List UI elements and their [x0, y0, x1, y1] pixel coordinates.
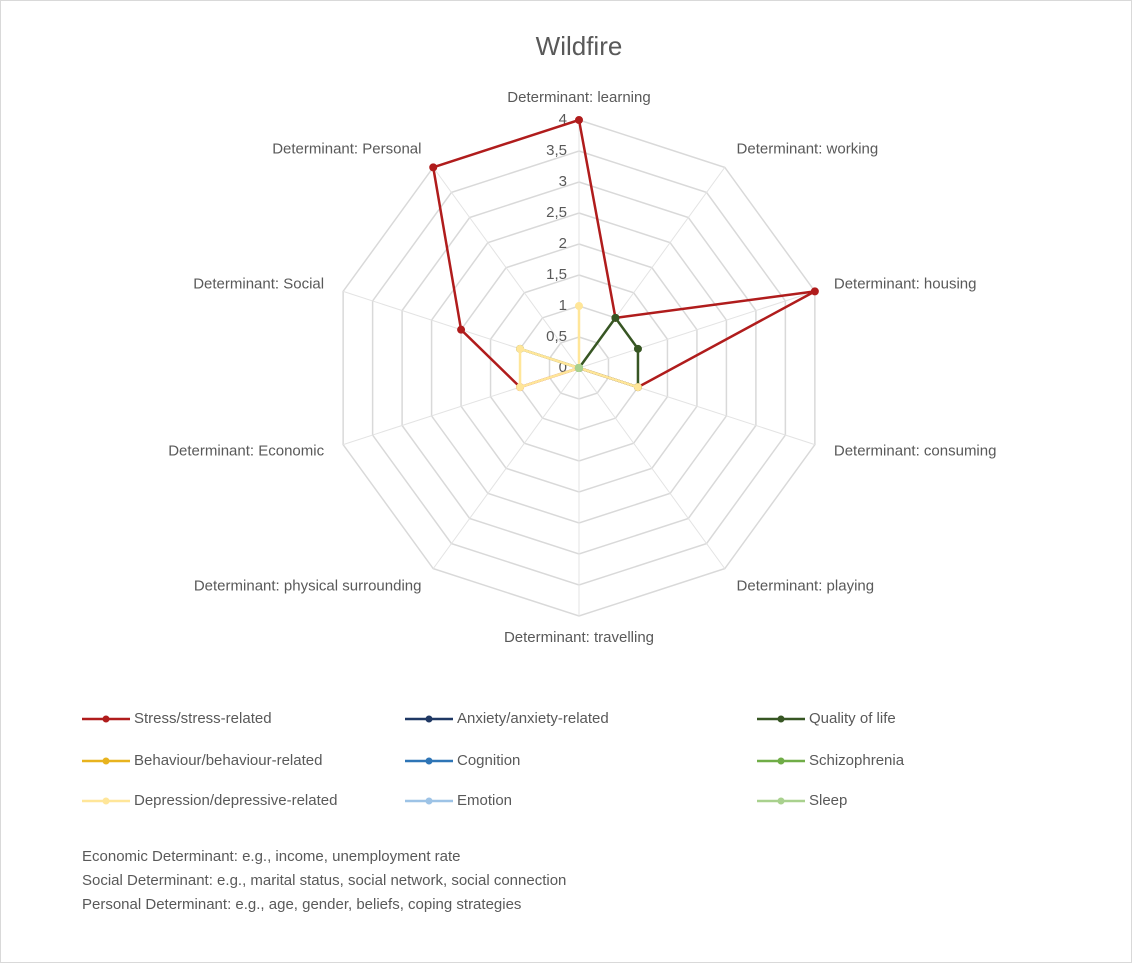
tick-label: 1,5	[546, 266, 567, 283]
series-marker	[633, 344, 642, 353]
legend-label: Emotion	[457, 792, 512, 809]
series-marker	[611, 313, 620, 322]
series-marker	[516, 383, 525, 392]
legend-label: Behaviour/behaviour-related	[134, 752, 322, 769]
legend-label: Depression/depressive-related	[134, 792, 337, 809]
tick-label: 4	[559, 111, 567, 128]
legend-marker	[102, 757, 110, 765]
tick-label: 0	[559, 359, 567, 376]
series-marker	[633, 383, 642, 392]
spoke	[578, 290, 816, 369]
note: Economic Determinant: e.g., income, unem…	[82, 848, 461, 865]
legend-marker	[777, 757, 785, 765]
legend-marker	[102, 797, 110, 805]
category-label: Determinant: learning	[507, 89, 650, 106]
spoke	[432, 167, 580, 369]
tick-label: 2	[559, 235, 567, 252]
category-label: Determinant: physical surrounding	[194, 577, 422, 594]
legend-marker	[425, 715, 433, 723]
legend-label: Anxiety/anxiety-related	[457, 710, 609, 727]
legend-marker	[425, 757, 433, 765]
category-label: Determinant: Economic	[168, 442, 324, 459]
tick-label: 1	[559, 297, 567, 314]
legend-label: Stress/stress-related	[134, 710, 272, 727]
note: Personal Determinant: e.g., age, gender,…	[82, 896, 521, 913]
tick-label: 2,5	[546, 204, 567, 221]
spoke	[432, 367, 580, 569]
chart-title: Wildfire	[536, 31, 623, 61]
category-label: Determinant: playing	[737, 577, 875, 594]
legend-marker	[777, 797, 785, 805]
legend-marker	[102, 715, 110, 723]
category-label: Determinant: consuming	[834, 442, 997, 459]
legend-label: Schizophrenia	[809, 752, 905, 769]
series-line	[518, 306, 640, 389]
series-marker	[575, 116, 583, 124]
legend-label: Sleep	[809, 792, 847, 809]
tick-label: 3,5	[546, 142, 567, 159]
series-marker	[810, 287, 819, 296]
category-label: Determinant: Personal	[272, 141, 421, 158]
legend-label: Cognition	[457, 752, 520, 769]
series-marker	[516, 344, 525, 353]
category-label: Determinant: working	[737, 141, 879, 158]
legend-marker	[425, 797, 433, 805]
legend-label: Quality of life	[809, 710, 896, 727]
spoke	[578, 367, 726, 569]
series-marker	[429, 163, 438, 172]
category-label: Determinant: housing	[834, 276, 977, 293]
note: Social Determinant: e.g., marital status…	[82, 872, 566, 889]
series-marker	[457, 325, 466, 334]
tick-label: 0,5	[546, 328, 567, 345]
series-marker	[575, 302, 583, 310]
category-label: Determinant: Social	[193, 276, 324, 293]
tick-label: 3	[559, 173, 567, 190]
series-marker	[575, 364, 583, 372]
legend-marker	[777, 715, 785, 723]
category-label: Determinant: travelling	[504, 629, 654, 646]
